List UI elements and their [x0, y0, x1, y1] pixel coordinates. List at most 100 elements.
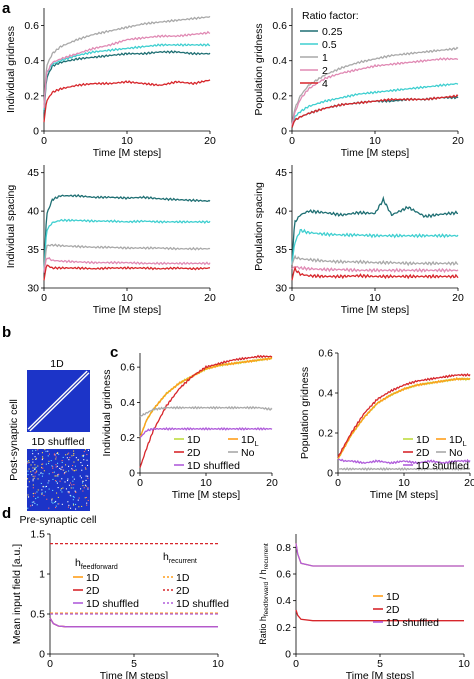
noise-dot — [35, 466, 37, 468]
noise-dot — [32, 467, 34, 469]
noise-dot — [55, 458, 57, 460]
noise-dot — [86, 502, 88, 504]
series-line — [43, 243, 211, 273]
noise-dot — [67, 453, 69, 455]
y-tick-label: 0.4 — [24, 55, 39, 67]
noise-dot — [67, 478, 69, 480]
chart-population-gridness-a: 0 10 20 0 0.2 0.4 0.6 Time [M steps] Population … — [253, 8, 464, 159]
noise-dot — [32, 478, 34, 480]
noise-dot — [54, 501, 56, 503]
legend-c-right: 1D 1DL 2D No 1D shuffled — [403, 434, 469, 472]
x-tick-label: 5 — [377, 658, 383, 670]
noise-dot — [44, 486, 46, 488]
noise-dot — [57, 462, 59, 464]
noise-dot — [68, 484, 70, 486]
noise-dot — [55, 480, 57, 482]
legend-d-rec-shuf-label: 1D shuffled — [176, 598, 229, 610]
series-line — [49, 617, 218, 628]
noise-dot — [32, 480, 34, 482]
noise-dot — [56, 453, 58, 455]
noise-dot — [73, 450, 75, 452]
noise-dot — [34, 472, 36, 474]
noise-dot — [69, 457, 71, 459]
noise-dot — [84, 467, 86, 469]
noise-dot — [41, 489, 43, 491]
y-tick-label: 0.8 — [276, 542, 291, 554]
y-tick-label: 35 — [275, 244, 287, 256]
legend-d-col2-title: hrecurrent — [163, 551, 197, 565]
legend-c2-label-2d: 2D — [416, 447, 430, 459]
noise-dot — [82, 456, 84, 458]
noise-dot — [55, 500, 57, 502]
noise-dot — [51, 499, 53, 501]
x-tick-label: 0 — [137, 477, 143, 489]
noise-dot — [70, 507, 72, 509]
noise-dot — [68, 492, 70, 494]
noise-dot — [54, 475, 56, 477]
noise-dot — [48, 473, 50, 475]
noise-dot — [73, 470, 75, 472]
series-line — [49, 617, 218, 628]
noise-dot — [62, 487, 64, 489]
noise-dot — [65, 454, 67, 456]
legend-c: 1D 1DL 2D No 1D shuffled — [174, 434, 259, 472]
x-axis-label: Time [M steps] — [346, 670, 415, 679]
noise-dot — [56, 482, 58, 484]
noise-dot — [42, 486, 44, 488]
noise-dot — [73, 504, 75, 506]
noise-dot — [34, 456, 36, 458]
noise-dot — [56, 465, 58, 467]
y-tick-label: 0.6 — [318, 348, 333, 360]
y-tick-label: 0 — [327, 468, 333, 480]
noise-dot — [74, 465, 76, 467]
series-line — [337, 373, 471, 458]
legend-c-label-1dl: 1DL — [241, 434, 259, 448]
y-tick-label: 0.2 — [276, 622, 291, 634]
noise-dot — [55, 466, 57, 468]
series-line — [43, 50, 211, 114]
y-tick-label: 0.2 — [24, 90, 39, 102]
noise-dot — [52, 466, 54, 468]
y-tick-label: 0 — [285, 649, 291, 661]
noise-dot — [68, 491, 70, 493]
x-tick-label: 10 — [398, 477, 410, 489]
x-tick-label: 5 — [131, 658, 137, 670]
x-tick-label: 20 — [452, 135, 464, 147]
noise-dot — [81, 505, 83, 507]
x-tick-label: 10 — [212, 658, 224, 670]
legend-d-rec-2d-label: 2D — [176, 585, 190, 597]
noise-dot — [73, 454, 75, 456]
noise-dot — [34, 492, 36, 494]
noise-dot — [79, 475, 81, 477]
noise-dot — [84, 484, 86, 486]
x-tick-label: 20 — [266, 477, 278, 489]
noise-dot — [57, 487, 59, 489]
y-axis-label: Individual gridness — [101, 370, 113, 457]
noise-dot — [31, 474, 33, 476]
noise-dot — [85, 468, 87, 470]
noise-dot — [34, 475, 36, 477]
noise-dot — [80, 488, 82, 490]
noise-dot — [42, 463, 44, 465]
chart-population-gridness-c: 0 10 20 0 0.2 0.4 0.6 Time [M steps] Population … — [299, 348, 474, 502]
noise-dot — [55, 505, 57, 507]
chart-mean-input-field: 0 5 10 0 0.5 1 1.5 Time [M steps] Mean input fie… — [11, 529, 224, 679]
noise-dot — [59, 480, 61, 482]
noise-dot — [41, 475, 43, 477]
series-line — [43, 218, 211, 273]
noise-dot — [69, 482, 71, 484]
series-line — [337, 458, 471, 465]
y-tick-label: 0.6 — [272, 20, 287, 32]
legend-d2-1d-label: 1D — [386, 591, 400, 603]
noise-dot — [78, 497, 80, 499]
noise-dot — [68, 504, 70, 506]
x-tick-label: 20 — [464, 477, 474, 489]
noise-dot — [35, 449, 37, 451]
noise-dot — [51, 465, 53, 467]
legend-label-1: 1 — [322, 52, 328, 64]
noise-dot — [45, 450, 47, 452]
label-pre-synaptic: Pre-synaptic cell — [19, 514, 96, 526]
noise-dot — [63, 473, 65, 475]
noise-dot — [48, 480, 50, 482]
noise-dot — [34, 464, 36, 466]
